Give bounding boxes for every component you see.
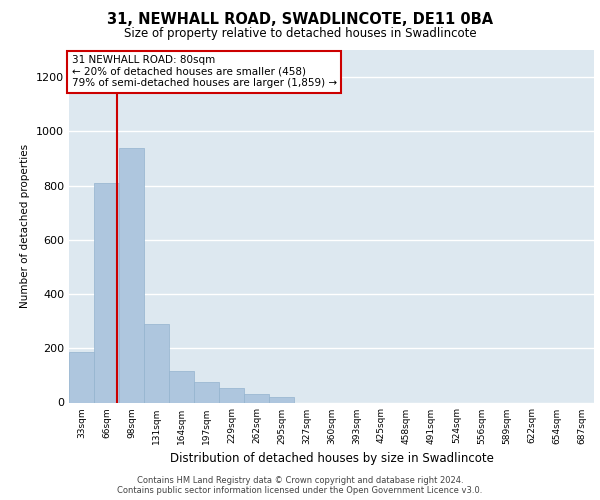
Bar [244, 394, 269, 402]
X-axis label: Distribution of detached houses by size in Swadlincote: Distribution of detached houses by size … [170, 452, 493, 465]
Y-axis label: Number of detached properties: Number of detached properties [20, 144, 31, 308]
Bar [169, 372, 194, 402]
Bar [269, 397, 294, 402]
Bar [94, 183, 119, 402]
Bar [69, 352, 94, 403]
Text: Size of property relative to detached houses in Swadlincote: Size of property relative to detached ho… [124, 28, 476, 40]
Text: Contains HM Land Registry data © Crown copyright and database right 2024.
Contai: Contains HM Land Registry data © Crown c… [118, 476, 482, 495]
Bar [219, 388, 244, 402]
Bar [119, 148, 144, 402]
Bar [144, 324, 169, 402]
Text: 31 NEWHALL ROAD: 80sqm
← 20% of detached houses are smaller (458)
79% of semi-de: 31 NEWHALL ROAD: 80sqm ← 20% of detached… [71, 56, 337, 88]
Text: 31, NEWHALL ROAD, SWADLINCOTE, DE11 0BA: 31, NEWHALL ROAD, SWADLINCOTE, DE11 0BA [107, 12, 493, 28]
Bar [194, 382, 219, 402]
